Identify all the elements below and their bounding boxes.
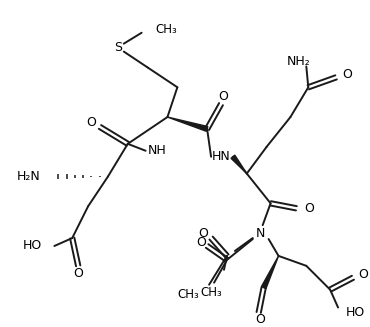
Polygon shape [231,155,247,174]
Text: O: O [73,267,83,280]
Text: HN: HN [212,150,231,163]
Text: CH₃: CH₃ [155,23,177,36]
Polygon shape [168,117,208,131]
Text: O: O [358,268,368,281]
Text: H₂N: H₂N [17,170,40,183]
Text: N: N [256,227,265,240]
Text: HO: HO [23,239,43,252]
Text: O: O [198,227,208,240]
Text: CH₃: CH₃ [178,288,199,301]
Text: O: O [342,68,352,81]
Text: CH₃: CH₃ [200,286,222,299]
Text: O: O [218,90,228,103]
Text: NH₂: NH₂ [286,55,310,68]
Text: S: S [114,41,122,54]
Text: O: O [86,115,96,129]
Polygon shape [262,256,279,289]
Text: O: O [256,313,266,326]
Text: O: O [305,202,314,215]
Text: NH: NH [148,144,167,157]
Text: O: O [196,235,206,249]
Text: HO: HO [346,306,365,319]
